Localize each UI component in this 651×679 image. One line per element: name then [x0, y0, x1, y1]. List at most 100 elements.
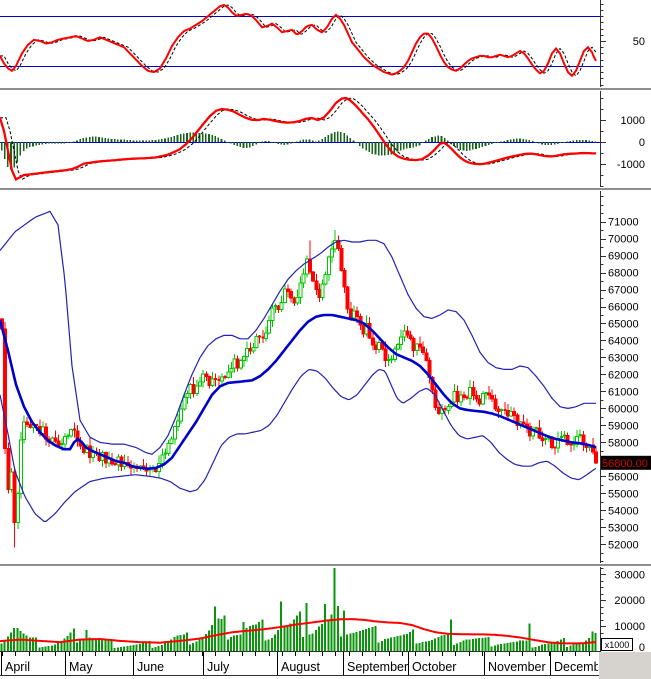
- candle-body: [471, 387, 476, 397]
- candle-body: [25, 421, 30, 426]
- candle-body: [258, 335, 262, 338]
- candle-body: [443, 408, 447, 411]
- month-label: October: [412, 660, 456, 674]
- candle-body: [405, 330, 410, 336]
- candle-body: [22, 421, 27, 441]
- candle-body: [217, 379, 221, 382]
- candle-body: [273, 305, 277, 307]
- candle-body: [12, 471, 17, 524]
- candle-body: [493, 398, 498, 410]
- candle-body: [60, 442, 64, 445]
- candle-body: [238, 360, 243, 369]
- candle-body: [399, 336, 404, 346]
- candle-body: [553, 446, 557, 449]
- candle-body: [540, 437, 545, 441]
- price-tick-label: 60000: [608, 403, 639, 415]
- candle-body: [411, 338, 416, 351]
- candle-body: [292, 297, 297, 304]
- candle-body: [264, 332, 268, 339]
- candle-body: [390, 358, 394, 361]
- axis-corner: [599, 652, 651, 679]
- candle-body: [512, 410, 517, 416]
- price-tick-label: 71000: [608, 217, 639, 229]
- price-panel[interactable]: 71000 70000 69000 68000 67000 66000 65000 64000…: [0, 191, 651, 563]
- candle-body: [336, 240, 341, 250]
- candle-body: [348, 308, 353, 319]
- candle-body: [286, 288, 290, 293]
- unit-box: [601, 638, 633, 651]
- candle-body: [279, 302, 284, 310]
- candle-body: [198, 381, 202, 387]
- candle-body: [544, 437, 548, 440]
- volume-tick-label: 10000: [614, 621, 645, 633]
- panel-splitter-3[interactable]: [0, 563, 651, 567]
- candle-body: [3, 328, 8, 449]
- candle-body: [308, 258, 312, 273]
- macd-panel[interactable]: 1000 0 -1000: [0, 91, 651, 187]
- candle-body: [421, 346, 426, 354]
- price-tick-label: 66000: [608, 302, 639, 314]
- macd-histogram: [0, 131, 597, 170]
- candle-body: [276, 305, 281, 310]
- candle-body: [408, 334, 413, 340]
- candle-body: [261, 336, 265, 339]
- candle-body: [248, 347, 253, 352]
- candle-body: [487, 392, 492, 396]
- candle-body: [572, 443, 576, 446]
- candle-body: [575, 435, 580, 445]
- candle-body: [326, 256, 331, 275]
- time-axis-strip: April May June July August September October No…: [0, 652, 651, 679]
- candle-body: [223, 375, 227, 378]
- price-tick-label: 68000: [608, 268, 639, 280]
- volume-chart: 30000 20000 10000 0 x1000: [0, 567, 645, 654]
- candle-body: [201, 373, 206, 383]
- candle-body: [559, 435, 563, 438]
- candle-body: [383, 348, 388, 362]
- candle-body: [301, 273, 306, 284]
- candle-body: [172, 426, 177, 440]
- candle-body: [352, 310, 356, 319]
- candle-body: [314, 280, 319, 290]
- candle-body: [166, 443, 171, 455]
- candle-body: [355, 310, 360, 318]
- candle-body: [515, 414, 520, 427]
- macd-tick-label: 0: [639, 137, 645, 149]
- candle-body: [9, 471, 14, 490]
- candle-body: [342, 269, 347, 288]
- candle-body: [496, 408, 501, 413]
- price-tick-label: 52000: [608, 539, 639, 551]
- candle-body: [446, 405, 451, 412]
- candle-body: [28, 424, 33, 429]
- candle-body: [484, 392, 488, 395]
- price-tick-label: 65000: [608, 318, 639, 330]
- candle-body: [317, 288, 322, 299]
- candle-body: [311, 271, 316, 282]
- candle-body: [251, 347, 256, 352]
- volume-panel[interactable]: 30000 20000 10000 0 x1000: [0, 567, 651, 654]
- candle-body: [289, 291, 294, 299]
- rsi-panel[interactable]: 50: [0, 0, 651, 87]
- candle-body: [339, 248, 344, 271]
- candle-body: [210, 378, 215, 386]
- candle-body: [164, 452, 167, 455]
- price-tick-label: 56000: [608, 471, 639, 483]
- candle-body: [282, 288, 287, 304]
- candle-body: [521, 421, 526, 425]
- candle-body: [436, 407, 441, 414]
- panel-splitter-1[interactable]: [0, 87, 651, 91]
- macd-tick-label: 1000: [621, 115, 645, 127]
- candle-body: [91, 452, 96, 459]
- volume-ma-line: [0, 618, 597, 645]
- panel-splitter-2[interactable]: [0, 187, 651, 191]
- macd-tick-label: -1000: [617, 159, 645, 171]
- candle-body: [468, 387, 473, 399]
- candle-body: [452, 390, 457, 403]
- candle-body: [503, 409, 507, 411]
- candle-body: [185, 393, 190, 399]
- candle-body: [474, 395, 479, 400]
- candle-body: [465, 396, 469, 399]
- candle-body: [323, 273, 328, 285]
- candle-body: [160, 454, 165, 464]
- price-tick-label: 70000: [608, 234, 639, 246]
